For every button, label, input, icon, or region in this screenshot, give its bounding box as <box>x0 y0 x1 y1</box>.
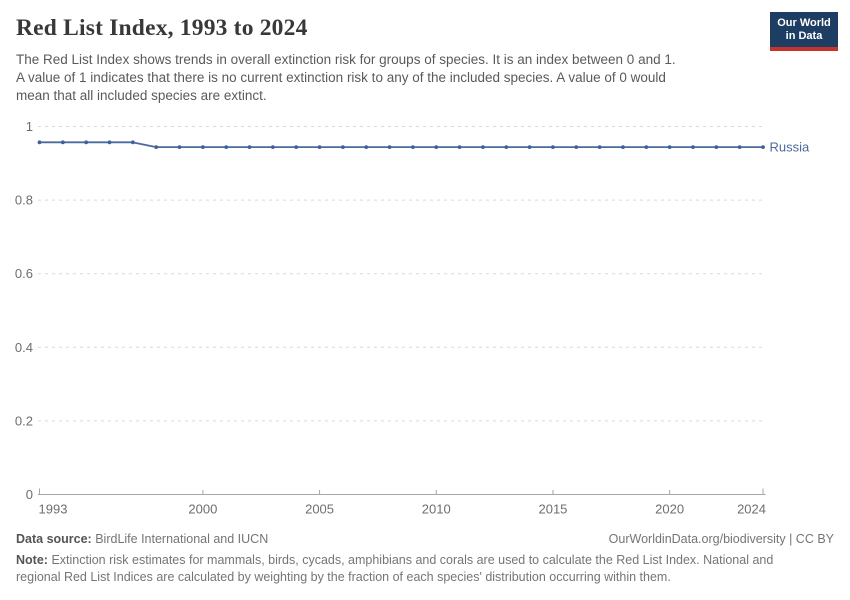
data-point[interactable] <box>387 145 392 150</box>
data-point[interactable] <box>644 145 649 150</box>
owid-logo-line1: Our World <box>777 17 831 29</box>
data-point[interactable] <box>177 145 182 150</box>
chart-note: Note: Extinction risk estimates for mamm… <box>16 552 834 585</box>
attribution: OurWorldinData.org/biodiversity | CC BY <box>608 532 834 546</box>
y-tick-label: 0.6 <box>15 266 33 281</box>
data-point[interactable] <box>761 145 765 150</box>
data-point[interactable] <box>481 145 485 150</box>
owid-logo-line2: in Data <box>785 30 823 42</box>
data-point[interactable] <box>130 140 135 145</box>
subtitle-line: The Red List Index shows trends in overa… <box>16 52 676 68</box>
data-point[interactable] <box>37 140 42 145</box>
chart-subtitle: The Red List Index shows trends in overa… <box>16 51 834 104</box>
y-tick-label: 0.2 <box>15 413 33 428</box>
x-tick-label: 2020 <box>655 502 684 517</box>
series-label[interactable]: Russia <box>770 140 811 155</box>
x-tick-label: 2015 <box>538 502 567 517</box>
y-tick-label: 1 <box>26 119 33 134</box>
data-point[interactable] <box>621 145 625 150</box>
chart-canvas[interactable]: 0 0.2 0.4 0.6 0.8 1 1993 2000 2005 2010 2015 2020 20… <box>0 0 850 528</box>
data-point[interactable] <box>341 145 345 150</box>
data-point[interactable] <box>200 145 205 150</box>
data-point[interactable] <box>317 145 322 150</box>
data-point[interactable] <box>597 145 602 150</box>
data-point[interactable] <box>457 145 462 150</box>
note-line: Extinction risk estimates for mammals, b… <box>51 553 774 567</box>
chart-footer: Data source: BirdLife International and … <box>16 531 834 585</box>
data-point[interactable] <box>737 145 742 150</box>
data-point[interactable] <box>714 145 719 150</box>
data-point[interactable] <box>691 145 695 150</box>
y-tick-label: 0.8 <box>15 193 33 208</box>
data-point[interactable] <box>107 140 112 145</box>
data-point[interactable] <box>224 145 229 150</box>
data-point[interactable] <box>84 140 89 145</box>
data-point[interactable] <box>527 145 532 150</box>
note-line: regional Red List Indices are calculated… <box>16 569 671 584</box>
y-tick-label: 0 <box>26 487 33 502</box>
note-label: Note: <box>16 553 48 567</box>
x-tick-label: 2010 <box>422 502 451 517</box>
data-point[interactable] <box>270 145 275 150</box>
data-line[interactable] <box>39 141 764 149</box>
data-point[interactable] <box>574 145 579 150</box>
subtitle-line: A value of 1 indicates that there is no … <box>16 69 666 85</box>
x-tick-label: 2005 <box>305 502 334 517</box>
subtitle-line: mean that all included species are extin… <box>16 87 267 103</box>
data-point[interactable] <box>294 145 299 150</box>
data-point[interactable] <box>154 145 159 150</box>
page-title: Red List Index, 1993 to 2024 <box>16 15 308 41</box>
x-tick-label: 2024 <box>737 502 766 517</box>
owid-logo[interactable]: Our World in Data <box>770 12 838 51</box>
data-point[interactable] <box>364 145 369 150</box>
data-source-label: Data source: <box>16 532 92 546</box>
data-source: Data source: BirdLife International and … <box>16 531 268 547</box>
data-point[interactable] <box>434 145 439 150</box>
data-point[interactable] <box>247 145 252 150</box>
data-source-value: BirdLife International and IUCN <box>95 532 269 546</box>
y-tick-label: 0.4 <box>15 340 33 355</box>
x-tick-label: 1993 <box>39 502 68 517</box>
data-point[interactable] <box>60 140 65 145</box>
data-point[interactable] <box>504 145 509 150</box>
data-point[interactable] <box>411 145 415 150</box>
chart-header: Red List Index, 1993 to 2024 The Red Lis… <box>0 0 850 104</box>
data-point[interactable] <box>551 145 555 150</box>
x-tick-label: 2000 <box>188 502 217 517</box>
data-point[interactable] <box>667 145 672 150</box>
